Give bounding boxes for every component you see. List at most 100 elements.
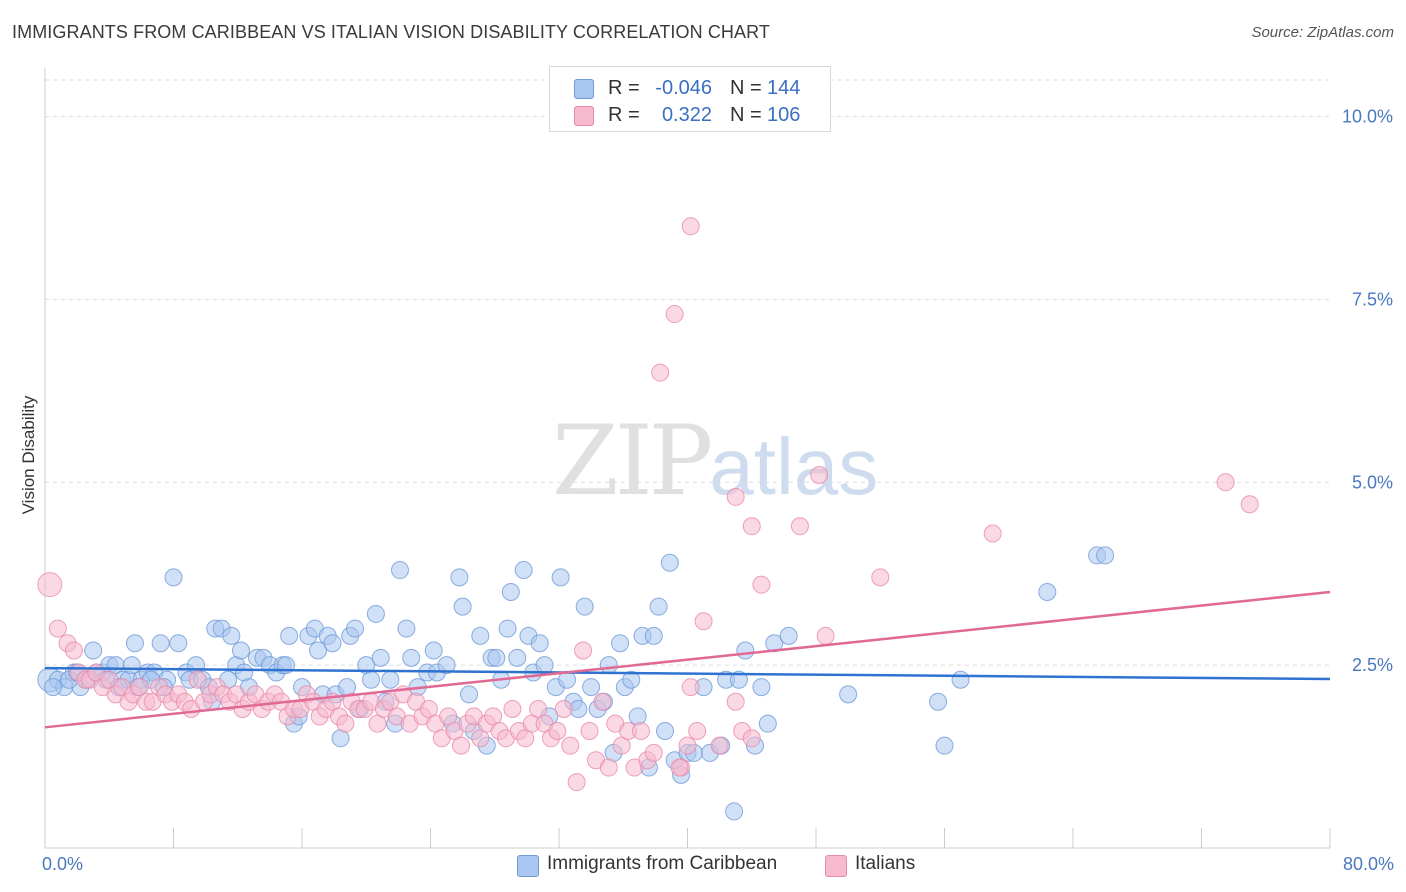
point-caribbean (381, 670, 400, 689)
y-tick-label: 10.0% (1342, 107, 1393, 127)
point-caribbean (1096, 546, 1115, 565)
y-tick-label: 2.5% (1352, 655, 1393, 675)
point-caribbean (222, 626, 241, 645)
point-italians (599, 758, 618, 777)
point-italians (631, 721, 650, 740)
point-caribbean (460, 685, 479, 704)
point-italians (561, 736, 580, 755)
point-caribbean (514, 561, 533, 580)
point-italians (574, 641, 593, 660)
point-caribbean (649, 597, 668, 616)
point-caribbean (935, 736, 954, 755)
point-italians (681, 217, 700, 236)
legend-swatch-italians (574, 106, 594, 126)
point-italians (593, 692, 612, 711)
point-italians (710, 736, 729, 755)
point-caribbean (437, 656, 456, 675)
watermark-zip: ZIP (552, 405, 713, 517)
x-tick-label: 80.0% (1343, 854, 1394, 874)
point-italians (37, 572, 63, 598)
point-caribbean (366, 604, 385, 623)
y-tick-label: 7.5% (1352, 289, 1393, 309)
point-caribbean (122, 656, 141, 675)
point-italians (64, 641, 83, 660)
point-caribbean (453, 597, 472, 616)
point-italians (48, 619, 67, 638)
point-caribbean (371, 648, 390, 667)
point-caribbean (729, 670, 748, 689)
x-tick-label: 0.0% (42, 854, 83, 874)
legend-n-label: N = (730, 77, 762, 99)
point-caribbean (164, 568, 183, 587)
legend-r-value: 0.322 (661, 104, 712, 126)
legend-swatch-caribbean (574, 79, 594, 99)
point-caribbean (498, 619, 517, 638)
point-caribbean (575, 597, 594, 616)
legend-row-caribbean: R = -0.046 N = 144 (550, 75, 830, 103)
axes (44, 68, 1331, 849)
point-caribbean (582, 678, 601, 697)
point-caribbean (390, 561, 409, 580)
correlation-legend: R = -0.046 N = 144 R = 0.322 N = 106 (549, 66, 831, 132)
point-caribbean (402, 648, 421, 667)
y-axis-title: Vision Disability (19, 395, 38, 514)
point-caribbean (644, 626, 663, 645)
point-caribbean (628, 707, 647, 726)
legend-label-caribbean: Immigrants from Caribbean (547, 853, 778, 874)
point-italians (336, 714, 355, 733)
point-caribbean (551, 568, 570, 587)
point-italians (742, 517, 761, 536)
point-italians (816, 626, 835, 645)
point-caribbean (929, 692, 948, 711)
point-caribbean (951, 670, 970, 689)
point-italians (688, 721, 707, 740)
point-italians (681, 678, 700, 697)
legend-label-italians: Italians (855, 853, 916, 874)
point-italians (752, 575, 771, 594)
point-italians (983, 524, 1002, 543)
point-caribbean (309, 641, 328, 660)
legend-swatch-caribbean (517, 855, 539, 877)
point-italians (548, 721, 567, 740)
point-italians (726, 487, 745, 506)
point-italians (188, 670, 207, 689)
data-points (37, 217, 1259, 821)
tick-labels: 2.5% 5.0% 7.5% 10.0% 0.0% 80.0% (42, 107, 1394, 874)
watermark: ZIPatlas (552, 405, 878, 517)
point-italians (670, 758, 689, 777)
point-italians (567, 773, 586, 792)
point-italians (651, 363, 670, 382)
legend-r-label: R = (608, 104, 640, 126)
trend-line-italians (44, 590, 1331, 729)
point-caribbean (125, 634, 144, 653)
point-caribbean (397, 619, 416, 638)
legend-swatch-italians (825, 855, 847, 877)
point-caribbean (424, 641, 443, 660)
point-caribbean (656, 721, 675, 740)
point-caribbean (231, 641, 250, 660)
point-caribbean (508, 648, 527, 667)
point-italians (1240, 495, 1259, 514)
point-caribbean (501, 583, 520, 601)
point-caribbean (323, 634, 342, 653)
point-italians (554, 700, 573, 719)
point-italians (580, 721, 599, 740)
point-caribbean (660, 553, 679, 572)
trend-line-caribbean (44, 666, 1331, 681)
point-italians (694, 612, 713, 631)
point-italians (678, 736, 697, 755)
legend-n-value: 106 (767, 104, 801, 126)
point-italians (503, 700, 522, 719)
point-caribbean (151, 634, 170, 653)
grid-lines (45, 79, 1330, 666)
point-caribbean (736, 641, 755, 660)
point-italians (810, 465, 829, 484)
point-caribbean (779, 626, 798, 645)
series-legend: Immigrants from Caribbean Italians (0, 852, 1406, 878)
point-caribbean (725, 802, 744, 821)
legend-n-label: N = (730, 104, 762, 126)
y-tick-label: 5.0% (1352, 472, 1393, 492)
point-caribbean (346, 619, 365, 638)
point-italians (871, 568, 890, 587)
